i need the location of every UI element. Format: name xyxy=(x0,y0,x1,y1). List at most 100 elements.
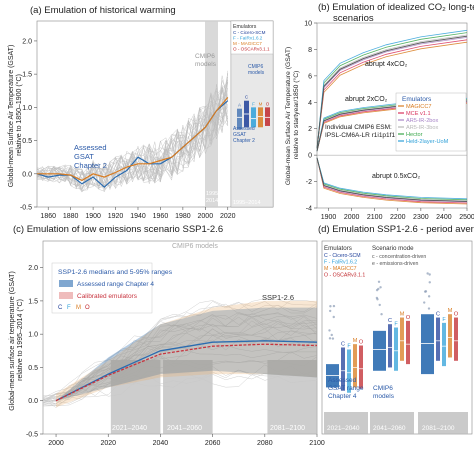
panel-a-x-tick-label: 1920 xyxy=(108,213,124,220)
panel-a-x-tick-label: 2000 xyxy=(198,213,214,220)
panel-a-title: (a) Emulation of historical warming xyxy=(30,5,176,16)
panel-b-y-tick-label: 10 xyxy=(304,21,312,28)
panel-d-emulator-label: F xyxy=(442,317,446,323)
panel-b-legend-item: Held-2layer-UoM xyxy=(406,139,449,145)
panel-a-side-bar-label: O xyxy=(266,101,270,106)
panel-d-cat-3: 2081–2100 xyxy=(422,425,455,432)
panel-d-cmip6-dot xyxy=(377,280,381,283)
panel-d-period-band xyxy=(370,412,414,434)
panel-d-emulator-bar xyxy=(448,314,452,358)
panel-c-median-line xyxy=(55,343,318,402)
panel-d-assessed-bar xyxy=(373,330,386,371)
panel-a-cmip6-model-line xyxy=(36,106,229,187)
panel-c-cmip6-model-line xyxy=(42,374,318,408)
panel-c-period-band xyxy=(110,360,161,434)
panel-a-cmip6-model-line xyxy=(36,87,229,188)
panel-d-legend-item: F - FaIRv1.6.2 xyxy=(324,260,357,266)
panel-a-cmip6-model-line xyxy=(36,72,229,193)
panel-d-cat-2: 2041–2060 xyxy=(373,425,406,432)
panel-d-emulator-bar xyxy=(394,327,398,371)
panel-a-y-tick-label: -0.5 xyxy=(20,205,32,212)
panel-c-y-tick-label: 2.0 xyxy=(28,265,38,272)
panel-d-cmip6-dot xyxy=(328,309,332,313)
panel-d-cmip6-dot xyxy=(380,313,383,316)
panel-a-cmip6-model-line xyxy=(36,92,229,189)
panel-c-legend-emulators-swatch xyxy=(59,292,73,299)
panel-a-series-line xyxy=(37,97,229,182)
panel-a-legend-item: C - Cicero-SCM xyxy=(233,30,266,35)
panel-a-cmip6-model-line xyxy=(36,86,229,190)
panel-b-y-tick-label: 4 xyxy=(308,100,312,107)
panel-b-esm-line xyxy=(316,35,468,149)
panel-d-cmip6-dot xyxy=(427,295,431,298)
panel-d-cmip6-dot xyxy=(378,303,381,307)
panel-a-side-bar-label: M xyxy=(259,101,263,106)
panel-d-period-band xyxy=(418,412,468,434)
panel-a-side-bar xyxy=(265,107,270,126)
panel-a-x-tick-label: 1900 xyxy=(85,213,101,220)
panel-a-series xyxy=(36,97,229,188)
panel-b-y-ticks: -4 -2 0 2 4 6 8 10 xyxy=(304,21,317,213)
panel-a-side-bar-label: A xyxy=(238,103,241,108)
panel-d: (d) Emulation SSP1-2.6 - period averages… xyxy=(318,224,474,435)
panel-c-period-band xyxy=(163,360,213,434)
panel-c-cmip6-model-line xyxy=(42,298,318,401)
panel-b-ylabel: Global-mean Surface Air Temperature (GSA… xyxy=(285,45,300,185)
panel-d-emulator-label: F xyxy=(394,322,398,328)
panel-b-legend-item: Hector xyxy=(406,132,423,138)
panel-b-emulator-line xyxy=(316,157,468,205)
panel-a-y-tick-label: 1.5 xyxy=(22,72,32,79)
panel-d-cmip6-dot xyxy=(426,272,429,275)
panel-c-cmip6-model-line xyxy=(42,320,318,403)
panel-c-cmip6-model-line xyxy=(42,356,318,405)
panel-a: (a) Emulation of historical warming ACF M… xyxy=(8,5,274,220)
panel-a-x-tick-label: 2020 xyxy=(220,213,236,220)
panel-d-emulator-bar xyxy=(388,324,392,368)
panel-d-emulator-bar xyxy=(353,344,357,388)
panel-c-annot-cmip6: CMIP6 models xyxy=(172,243,218,250)
panel-d-emulator-bar xyxy=(442,322,446,367)
panel-d-cmip6-dot xyxy=(328,337,332,340)
panel-a-x-tick-label: 1880 xyxy=(63,213,79,220)
panel-d-emulator-bar xyxy=(400,317,404,361)
panel-b-annot-esm: Individual CMIP6 ESM: IPSL-CM6A-LR r1i1p… xyxy=(325,124,395,139)
panel-d-emulator-label: O xyxy=(406,315,411,321)
panel-d-period-bands xyxy=(324,412,468,434)
panel-c-legend-letter: F xyxy=(67,305,71,311)
panel-d-period-band xyxy=(324,412,368,434)
panel-a-side-bar xyxy=(237,108,242,130)
panel-d-cmip6-dot xyxy=(375,288,379,292)
panel-a-ylabel: Global-mean Surface Air Temperature (GSA… xyxy=(8,43,23,187)
panel-c-y-tick-label: 1.5 xyxy=(28,298,38,305)
panel-d-legend-title: Emulators xyxy=(324,245,352,252)
panel-a-x-tick-label: 1940 xyxy=(130,213,146,220)
panel-d-cmip6-dot xyxy=(428,273,431,276)
panel-d-cat-1: 2021–2040 xyxy=(327,425,360,432)
panel-c-legend-assessed-swatch xyxy=(59,280,73,287)
panel-d-emulator-bar xyxy=(454,317,458,361)
panel-d-cmip6-dot xyxy=(424,290,428,293)
panel-c-cmip6-model-line xyxy=(42,299,318,404)
panel-a-annot-band-left-2: 2014 xyxy=(206,198,218,204)
panel-a-side-bar xyxy=(258,107,263,128)
panel-c-annot-scenario: SSP1-2.6 xyxy=(262,293,294,302)
panel-c-cmip6-model-line xyxy=(42,313,318,405)
panel-b-emulator-line xyxy=(316,157,468,203)
panel-d-cmip6-dot xyxy=(329,305,332,308)
panel-d-emulator-label: O xyxy=(359,339,364,345)
panel-d-cmip6-dot xyxy=(376,298,379,301)
panel-d-label-assessed: Assessed GSAT range Chapter 4 xyxy=(328,377,364,400)
panel-b-annot-4x: abrupt 4xCO₂ xyxy=(365,61,408,68)
panel-c-cmip6-model-line xyxy=(42,315,318,404)
panel-d-emulator-label: M xyxy=(448,308,453,314)
panel-d-emulator-label: C xyxy=(436,312,440,318)
panel-b-x-tick-label: 2100 xyxy=(367,214,383,221)
panel-d-cmip6-dot xyxy=(423,301,426,304)
panel-c-x-tick-label: 2060 xyxy=(205,440,221,447)
panel-c-period-band xyxy=(267,360,317,434)
panel-c-title: (c) Emulation of low emissions scenario … xyxy=(13,224,223,235)
panel-b: (b) Emulation of idealized CO₂ long-term… xyxy=(285,2,474,221)
panel-c-cmip6-model-line xyxy=(42,312,318,405)
